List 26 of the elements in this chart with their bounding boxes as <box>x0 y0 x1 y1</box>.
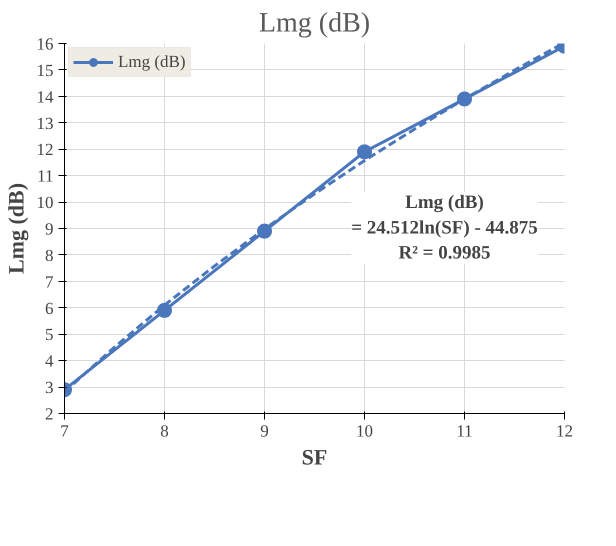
y-tick-label: 12 <box>36 140 54 160</box>
y-tick-label: 9 <box>45 220 54 238</box>
x-axis-title: SF <box>302 444 328 470</box>
x-tick-label: 8 <box>160 422 169 440</box>
y-tick-label: 7 <box>45 272 54 292</box>
y-tick-label: 2 <box>45 404 54 424</box>
y-axis-title: Lmg (dB) <box>4 182 28 274</box>
y-tick-label: 15 <box>36 60 54 80</box>
y-tick-label: 11 <box>37 166 54 186</box>
chart-title: Lmg (dB) <box>258 8 370 38</box>
x-tick-label: 11 <box>456 422 473 440</box>
y-tick-label: 6 <box>45 298 54 318</box>
y-tick-label: 14 <box>36 87 54 106</box>
y-tick-label: 13 <box>36 114 54 133</box>
y-tick-label: 5 <box>45 325 54 344</box>
legend-label: Lmg (dB) <box>118 52 186 72</box>
y-tick-label: 8 <box>45 246 54 265</box>
x-tick-label: 9 <box>260 422 269 440</box>
y-tick-label: 4 <box>45 352 54 371</box>
y-tick-label: 16 <box>36 34 54 54</box>
annotation: Lmg (dB) = 24.512ln(SF) - 44.875 R² = 0.9985 <box>351 192 538 264</box>
y-tick-label: 10 <box>36 193 54 212</box>
x-tick-label: 10 <box>356 422 373 440</box>
y-tick-label: 3 <box>45 378 54 398</box>
x-tick-label: 7 <box>60 422 70 440</box>
x-tick-label: 12 <box>556 422 573 440</box>
